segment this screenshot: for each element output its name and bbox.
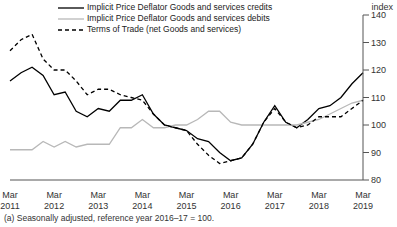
svg-text:120: 120 bbox=[371, 65, 386, 75]
svg-text:80: 80 bbox=[371, 175, 381, 185]
html-text:Implicit Price Deflator Goods: Implicit Price Deflator Goods and servic… bbox=[87, 2, 273, 12]
svg-text:110: 110 bbox=[371, 93, 385, 103]
svg-text:90: 90 bbox=[371, 148, 381, 158]
svg-text:Mar2019: Mar2019 bbox=[353, 190, 373, 210]
svg-text:Mar2018: Mar2018 bbox=[309, 190, 329, 210]
html-text:Terms of Trade (net Goods and: Terms of Trade (net Goods and services) bbox=[87, 24, 241, 34]
svg-text:Mar2016: Mar2016 bbox=[221, 190, 241, 210]
svg-text:Mar2011: Mar2011 bbox=[8, 190, 20, 210]
svg-text:Mar2012: Mar2012 bbox=[44, 190, 64, 210]
svg-text:100: 100 bbox=[371, 120, 386, 130]
svg-text:Mar2015: Mar2015 bbox=[176, 190, 196, 210]
html-text:Implicit Price Deflator Goods: Implicit Price Deflator Goods and servic… bbox=[87, 13, 270, 23]
svg-text:Mar2017: Mar2017 bbox=[265, 190, 285, 210]
svg-text:130: 130 bbox=[371, 38, 386, 48]
svg-text:Mar2014: Mar2014 bbox=[132, 190, 152, 210]
svg-text:140: 140 bbox=[371, 10, 386, 21]
html-text:(a) Seasonally adjusted, refer: (a) Seasonally adjusted, reference year … bbox=[4, 213, 214, 223]
html-text:index: index bbox=[371, 2, 393, 12]
svg-text:Mar2013: Mar2013 bbox=[88, 190, 108, 210]
